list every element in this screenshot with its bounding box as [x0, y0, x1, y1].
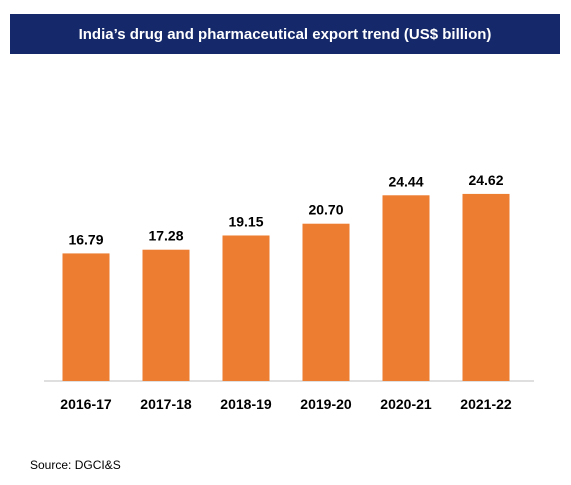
source-note: Source: DGCI&S: [30, 458, 121, 472]
bar-2017-18: [142, 249, 190, 381]
chart-title: India’s drug and pharmaceutical export t…: [78, 25, 492, 43]
bar-2018-19: [222, 235, 270, 381]
bar-2019-20: [302, 223, 350, 381]
data-label-2016-17: 16.79: [68, 231, 103, 247]
x-tick-label-2020-21: 2020-21: [380, 396, 432, 412]
data-label-2017-18: 17.28: [148, 228, 183, 244]
bar-2016-17: [62, 253, 110, 381]
chart-title-bar: India’s drug and pharmaceutical export t…: [10, 14, 560, 54]
bar-2021-22: [462, 193, 510, 381]
data-label-2019-20: 20.70: [308, 202, 343, 218]
x-tick-label-2021-22: 2021-22: [460, 396, 512, 412]
x-tick-label-2017-18: 2017-18: [140, 396, 192, 412]
x-tick-label-2019-20: 2019-20: [300, 396, 352, 412]
x-tick-label-2016-17: 2016-17: [60, 396, 112, 412]
data-label-2018-19: 19.15: [228, 213, 263, 229]
bar-2020-21: [382, 195, 430, 381]
data-label-2021-22: 24.62: [468, 172, 503, 188]
x-tick-label-2018-19: 2018-19: [220, 396, 272, 412]
data-label-2020-21: 24.44: [388, 173, 423, 189]
